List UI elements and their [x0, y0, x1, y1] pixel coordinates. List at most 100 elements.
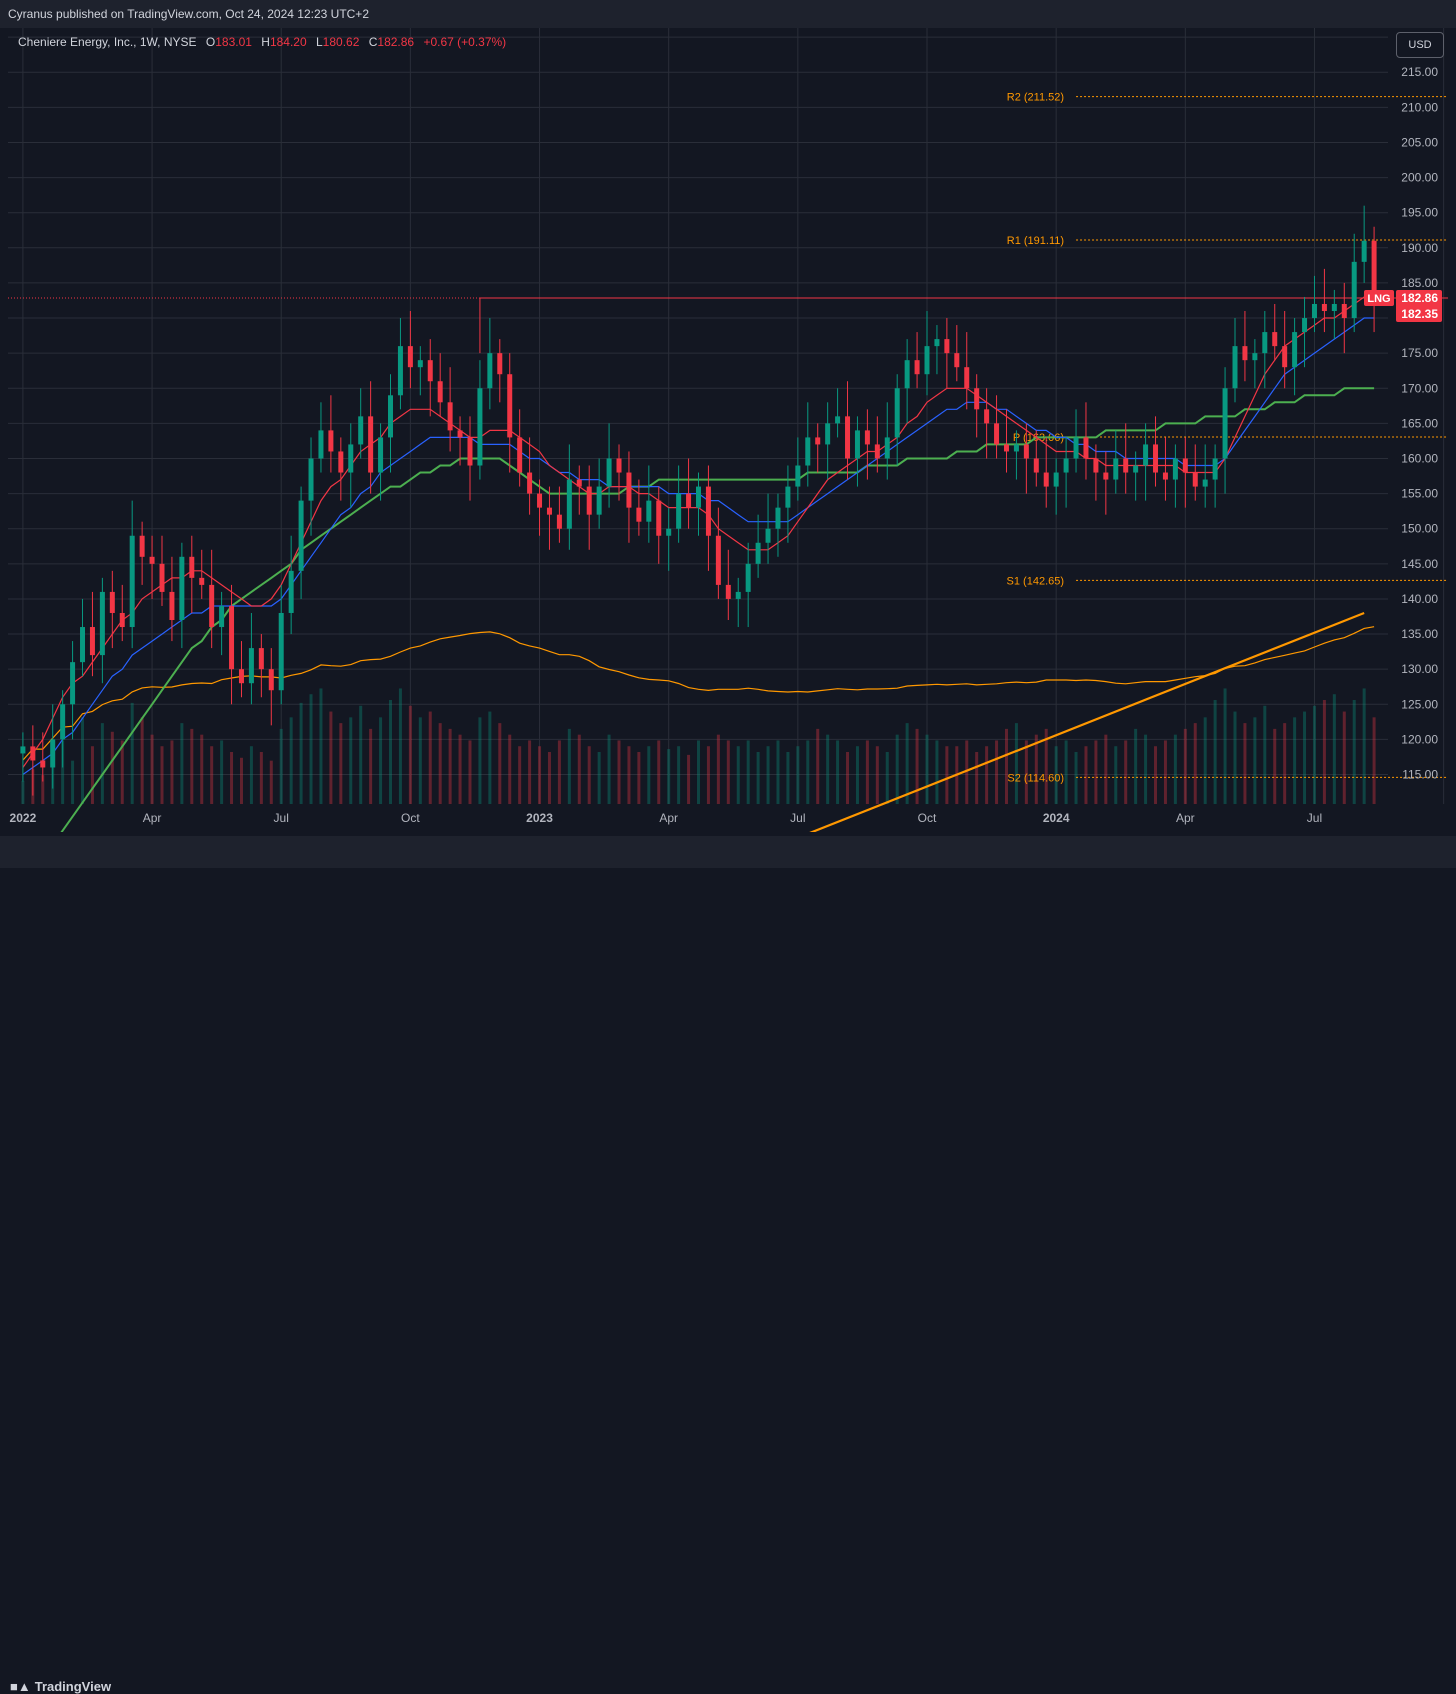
volume-bar: [657, 740, 661, 804]
volume-bar: [1154, 746, 1158, 804]
volume-bar: [1114, 746, 1118, 804]
candle-body: [1192, 472, 1198, 487]
candle-body: [537, 493, 543, 508]
candle-body: [388, 395, 394, 438]
candle-body: [467, 437, 473, 466]
chart-area[interactable]: R2 (211.52) R1 (191.11) P (163.06) S1 (142.…: [8, 28, 1448, 832]
x-tick-label: Oct: [401, 811, 420, 825]
candle-body: [1262, 332, 1268, 354]
volume-bar: [995, 740, 999, 804]
resistance-line: [479, 297, 1448, 354]
volume-bar: [200, 734, 204, 804]
candle-body: [30, 746, 36, 761]
candle-body: [1023, 444, 1029, 459]
pivot-label: R1 (191.11): [1007, 235, 1064, 247]
y-tick-label: 190.00: [1401, 241, 1438, 255]
volume-bar: [855, 746, 859, 804]
volume-bar: [359, 705, 363, 804]
volume-bar: [1243, 723, 1247, 804]
volume-ma-line: [22, 626, 1375, 761]
candle-body: [1252, 353, 1258, 361]
candle-body: [944, 339, 950, 354]
candle-body: [874, 444, 880, 459]
candle-body: [1133, 465, 1139, 473]
price-chart[interactable]: R2 (211.52)R1 (191.11)P (163.06)S1 (142.…: [8, 28, 1448, 832]
candle-body: [477, 388, 483, 466]
candle-body: [1073, 437, 1079, 459]
volume-bar: [458, 734, 462, 804]
volume-bar: [249, 746, 253, 804]
candle-body: [556, 514, 562, 529]
currency-button[interactable]: USD: [1396, 32, 1444, 58]
candle-body: [1123, 458, 1129, 473]
volume-bar: [1372, 717, 1376, 804]
candle-body: [984, 409, 990, 424]
candle-body: [745, 563, 751, 592]
candle-body: [1113, 458, 1119, 480]
open-value: 183.01: [215, 35, 252, 49]
candle-body: [646, 500, 652, 522]
volume-bar: [61, 740, 65, 804]
y-tick-label: 140.00: [1401, 592, 1438, 606]
y-tick-label: 200.00: [1401, 171, 1438, 185]
candle-body: [954, 353, 960, 368]
candle-body: [397, 346, 403, 396]
volume-bar: [299, 702, 303, 804]
volume-bar: [369, 728, 373, 804]
volume-bar: [696, 740, 700, 804]
volume-bar: [915, 728, 919, 804]
y-tick-label: 145.00: [1401, 557, 1438, 571]
volume-bar: [389, 700, 393, 804]
volume-bar: [41, 775, 45, 804]
volume-bar: [210, 746, 214, 804]
candle-body: [40, 760, 46, 768]
volume-bar: [677, 746, 681, 804]
candle-body: [179, 556, 185, 621]
candle-body: [278, 612, 284, 691]
x-tick-label: Apr: [1176, 811, 1195, 825]
symbol-tag: LNG: [1367, 293, 1390, 305]
x-tick-label: Jul: [1307, 811, 1322, 825]
candle-body: [1232, 346, 1238, 389]
volume-bar: [816, 728, 820, 804]
candle-body: [149, 556, 155, 564]
close-label: C: [368, 35, 378, 49]
volume-bar: [1312, 705, 1316, 804]
volume-bar: [637, 752, 641, 804]
candle-body: [854, 430, 860, 459]
volume-bar: [448, 728, 452, 804]
volume-bar: [706, 746, 710, 804]
trend-line: [809, 611, 1365, 832]
volume-bar: [538, 746, 542, 804]
candle-body: [636, 507, 642, 522]
volume-bar: [408, 705, 412, 804]
x-tick-label: 2024: [1043, 811, 1070, 825]
tradingview-brand[interactable]: ■▲ TradingView: [10, 1679, 111, 1694]
candle-body: [1311, 303, 1317, 319]
y-tick-label: 125.00: [1401, 697, 1438, 711]
y-tick-label: 115.00: [1402, 768, 1438, 782]
volume-bar: [398, 688, 402, 804]
volume-bar: [220, 740, 224, 804]
volume-bar: [1193, 723, 1197, 804]
volume-bar: [1054, 746, 1058, 804]
candle-body: [1003, 444, 1009, 452]
candle-body: [99, 591, 105, 656]
candle-body: [288, 570, 294, 613]
candle-body: [1162, 472, 1168, 480]
volume-bar: [508, 734, 512, 804]
y-tick-label: 165.00: [1401, 416, 1438, 430]
volume-bar: [567, 728, 571, 804]
volume-bar: [865, 740, 869, 804]
ma-blue-line: [22, 317, 1375, 775]
volume-bar: [1263, 705, 1267, 804]
pivot-label: S1 (142.65): [1007, 575, 1064, 587]
candle-body: [1202, 479, 1208, 487]
volume-bar: [180, 723, 184, 804]
volume-bar: [120, 740, 124, 804]
candle-body: [1302, 318, 1308, 333]
candle-body: [1272, 332, 1278, 347]
x-tick-label: 2022: [10, 811, 37, 825]
tradingview-logo-icon: ■▲: [10, 1679, 31, 1694]
volume-bar: [1283, 723, 1287, 804]
